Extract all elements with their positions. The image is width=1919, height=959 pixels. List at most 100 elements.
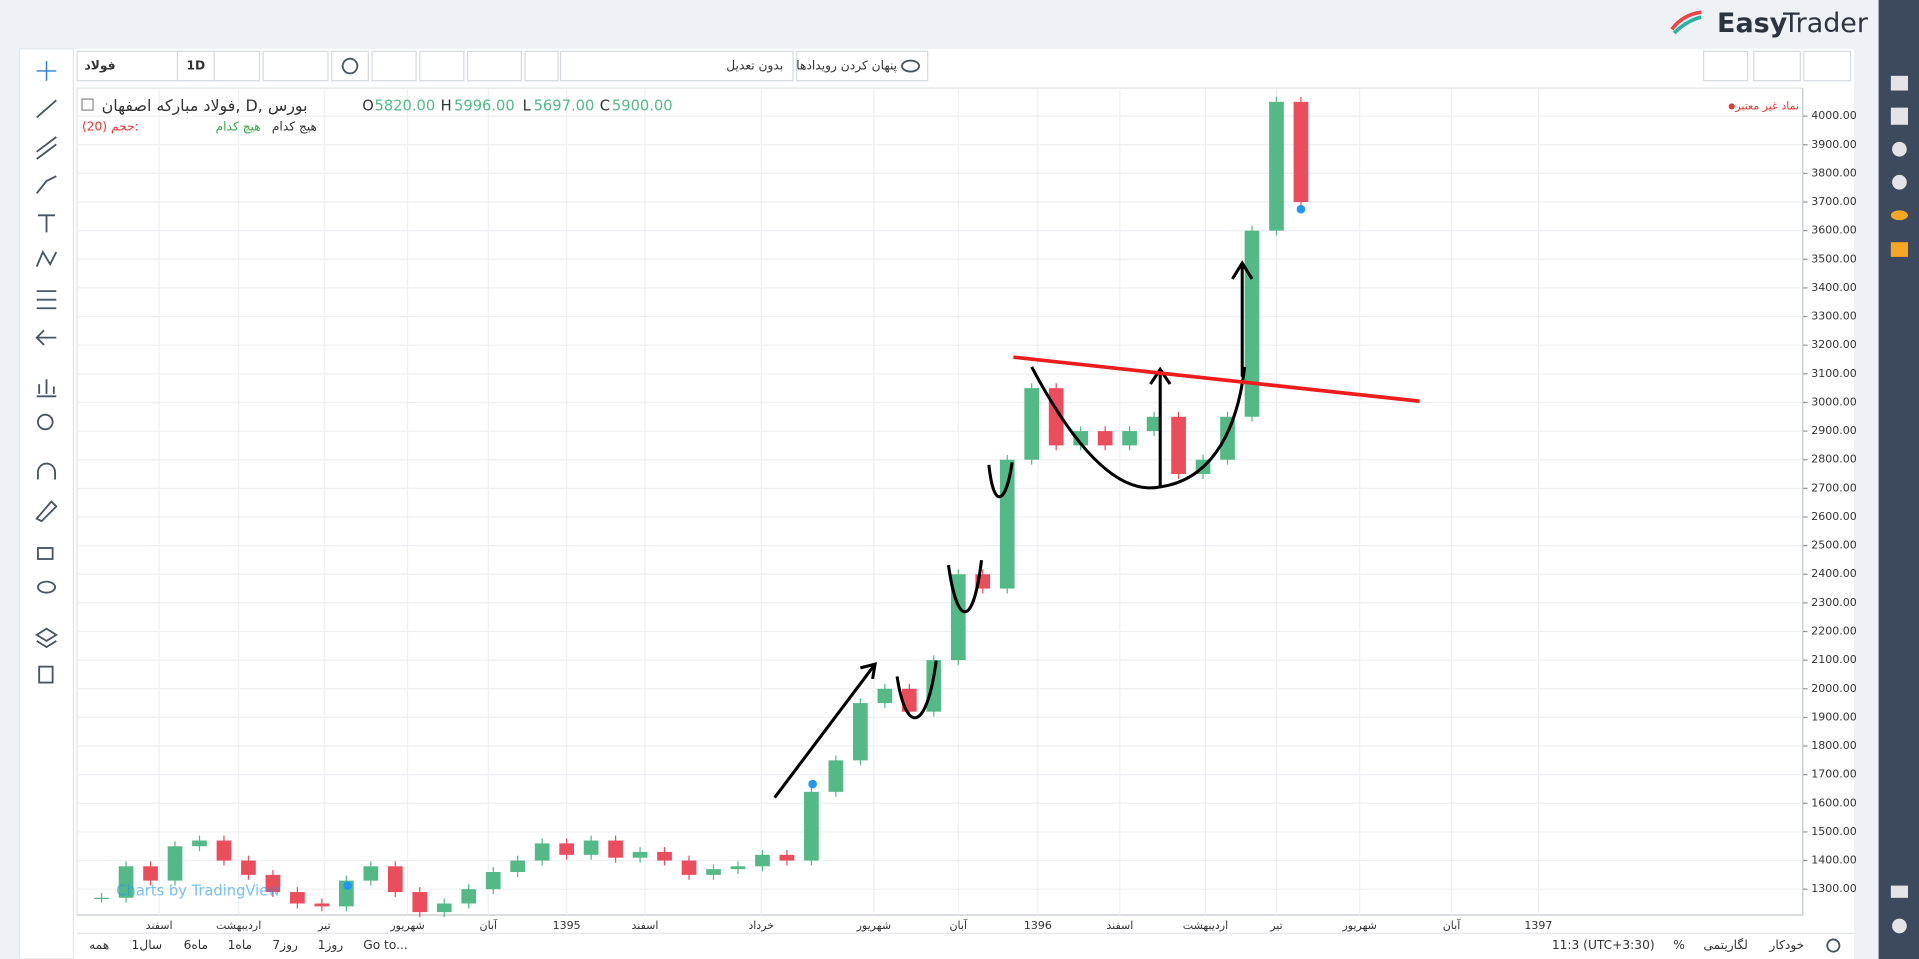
layers-tool[interactable] bbox=[34, 627, 59, 649]
magnet-tool[interactable] bbox=[37, 462, 56, 480]
log-toggle[interactable]: لگاریتمی bbox=[1703, 938, 1747, 953]
home-icon[interactable] bbox=[1890, 75, 1908, 91]
ohlc-value: 5697.00 bbox=[534, 97, 595, 114]
candle-body bbox=[1293, 101, 1309, 203]
y-tick-label: 2100.00 bbox=[1811, 653, 1857, 666]
y-tick-label: 3100.00 bbox=[1811, 367, 1857, 380]
candle-body bbox=[1122, 431, 1137, 446]
ohlc-value: 5820.00 bbox=[374, 97, 435, 114]
percent-toggle[interactable]: % bbox=[1673, 938, 1685, 952]
x-tick-label: اسفند bbox=[631, 919, 658, 932]
candle-body bbox=[1073, 431, 1089, 446]
candle-body bbox=[143, 866, 158, 881]
adjust-box[interactable] bbox=[559, 50, 794, 82]
candle-body bbox=[241, 860, 256, 875]
candle-body bbox=[926, 660, 942, 712]
watchlist-icon[interactable] bbox=[1890, 107, 1908, 125]
candle-body bbox=[755, 854, 770, 867]
compare-button[interactable] bbox=[419, 50, 465, 82]
candle-body bbox=[559, 843, 574, 855]
candle-body bbox=[877, 688, 893, 704]
y-tick-label: 1600.00 bbox=[1811, 796, 1857, 809]
stay-drawing-tool[interactable] bbox=[35, 500, 58, 523]
hide-events-button[interactable] bbox=[796, 50, 929, 82]
range-button[interactable]: 1سال bbox=[132, 938, 163, 952]
right-sidebar bbox=[1878, 0, 1919, 959]
volume-ma: هیچ کدام bbox=[216, 120, 261, 134]
lock-tool[interactable] bbox=[37, 547, 54, 560]
x-tick-label: تیر bbox=[317, 919, 330, 932]
power-icon[interactable] bbox=[1892, 918, 1907, 934]
candle-body bbox=[1097, 431, 1113, 446]
timezone[interactable]: 11:3 (UTC+3:30) bbox=[1552, 938, 1655, 952]
delete-tool[interactable] bbox=[38, 665, 54, 684]
chart-icon[interactable] bbox=[1890, 242, 1908, 257]
footer-settings[interactable] bbox=[1826, 938, 1841, 953]
symbol-box[interactable] bbox=[76, 50, 179, 82]
volume-ma: هیج کدام bbox=[272, 120, 317, 134]
undo-redo-button[interactable] bbox=[466, 50, 522, 82]
auto-toggle[interactable]: خودکار bbox=[1768, 938, 1804, 953]
cloud-save-button[interactable] bbox=[1803, 50, 1852, 82]
x-tick-label: آبان bbox=[480, 918, 498, 932]
x-tick-label: اسفند bbox=[146, 919, 173, 932]
measure-tool[interactable] bbox=[36, 379, 57, 398]
goto-button[interactable]: Go to... bbox=[363, 938, 408, 952]
chat-icon[interactable] bbox=[1890, 885, 1908, 898]
prediction-tool[interactable] bbox=[36, 290, 57, 310]
range-button[interactable]: همه bbox=[89, 938, 109, 952]
candle-body bbox=[1244, 230, 1260, 417]
candle-body bbox=[779, 854, 795, 861]
interval-button[interactable] bbox=[176, 50, 215, 82]
drawing-tools bbox=[34, 61, 59, 684]
legend-title: فولاد مبارکه اصفهان, D, بورس bbox=[102, 96, 308, 116]
candle-body bbox=[583, 840, 599, 855]
analysis-icon[interactable] bbox=[1892, 174, 1907, 190]
chart-style-button[interactable] bbox=[262, 50, 329, 82]
back-tool[interactable] bbox=[35, 329, 57, 346]
resistance-line bbox=[1013, 355, 1420, 404]
candle-body bbox=[265, 874, 281, 893]
cloud-load-button[interactable] bbox=[1753, 50, 1801, 82]
snapshot-button[interactable] bbox=[1702, 50, 1749, 82]
fullscreen-button[interactable] bbox=[524, 50, 559, 82]
path-tool[interactable] bbox=[35, 175, 57, 194]
candle-body bbox=[1024, 388, 1040, 460]
hide-tool[interactable] bbox=[37, 580, 56, 594]
chart-area bbox=[76, 87, 1804, 916]
y-tick-label: 2300.00 bbox=[1811, 596, 1857, 609]
collapse-icon[interactable] bbox=[81, 98, 94, 111]
candle-body bbox=[804, 791, 819, 861]
candle-body bbox=[363, 866, 379, 881]
event-dot bbox=[808, 779, 817, 789]
y-tick-label: 1800.00 bbox=[1811, 739, 1857, 752]
status-text: نماد غیر معتبر bbox=[1734, 99, 1799, 112]
range-button[interactable]: 1روز bbox=[318, 938, 344, 953]
candle-body bbox=[1171, 416, 1186, 475]
trend-tool[interactable] bbox=[36, 99, 57, 119]
portfolio-icon[interactable] bbox=[1892, 141, 1907, 157]
settings-button[interactable] bbox=[331, 50, 369, 82]
status-dot bbox=[1728, 103, 1735, 110]
watch-icon[interactable] bbox=[1890, 210, 1908, 221]
range-button[interactable]: 1ماه bbox=[228, 938, 252, 952]
candle-body bbox=[657, 851, 672, 861]
indicators-button[interactable] bbox=[371, 50, 417, 82]
crosshair-tool[interactable] bbox=[36, 61, 57, 81]
fib-tool[interactable] bbox=[36, 136, 57, 160]
range-button[interactable]: 7روز bbox=[272, 938, 298, 953]
range-button[interactable]: 6ماه bbox=[184, 938, 208, 952]
y-tick-label: 2600.00 bbox=[1811, 510, 1857, 523]
pattern-tool[interactable] bbox=[35, 249, 58, 268]
candle-body bbox=[412, 892, 428, 913]
zoom-tool[interactable] bbox=[37, 413, 54, 431]
y-tick-label: 2900.00 bbox=[1811, 424, 1857, 437]
x-tick-label: آبان bbox=[949, 918, 967, 932]
hide-events-label: پنهان کردن رویدادها bbox=[796, 59, 897, 74]
text-tool[interactable] bbox=[37, 214, 56, 233]
candle-body bbox=[167, 846, 183, 881]
menu-button[interactable] bbox=[213, 50, 261, 82]
logo-text: Easy bbox=[1717, 8, 1788, 39]
ohlc-label: L bbox=[523, 97, 532, 114]
candle-body bbox=[290, 892, 305, 904]
